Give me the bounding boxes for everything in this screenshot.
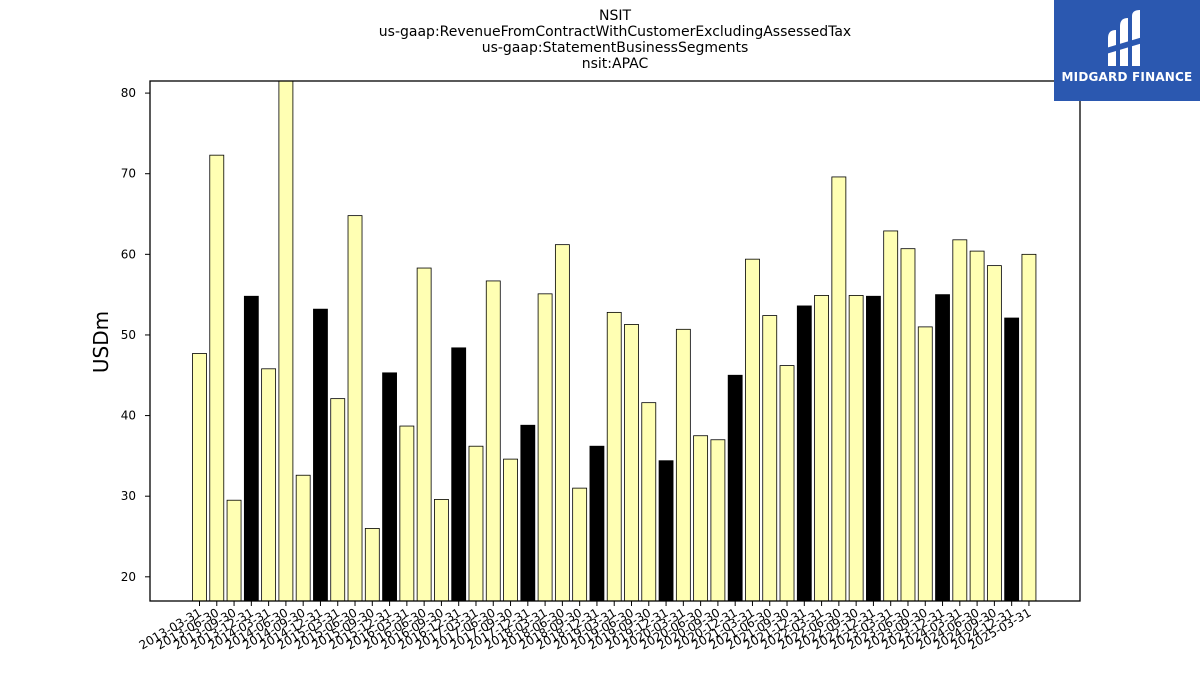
y-tick-label: 20	[121, 570, 136, 584]
bar-2021-06-30	[762, 315, 778, 601]
chart-title: NSIT us-gaap:RevenueFromContractWithCust…	[379, 8, 851, 72]
bar-2013-03-31	[192, 353, 207, 601]
y-axis-label: USDm	[89, 311, 113, 373]
bar-2021-09-30	[779, 365, 795, 601]
title-line-2: us-gaap:RevenueFromContractWithCustomerE…	[379, 24, 851, 40]
bar-2024-12-31	[1004, 317, 1020, 601]
title-line-4: nsit:APAC	[582, 56, 649, 72]
bar-2019-12-31	[658, 460, 674, 601]
bar-2019-06-30	[624, 324, 639, 601]
bar-2022-03-31	[814, 295, 829, 601]
bar-2023-06-30	[900, 248, 916, 601]
y-tick-label: 70	[121, 167, 136, 181]
bar-2014-03-31	[261, 368, 277, 601]
bar-2020-06-30	[693, 435, 709, 601]
bar-2013-09-30	[226, 499, 242, 601]
y-tick-label: 80	[121, 86, 136, 100]
bar-2020-03-31	[675, 328, 691, 601]
bar-2013-06-30	[209, 154, 225, 601]
bar-2023-03-31	[883, 230, 899, 601]
y-axis: 20 30 40 50 60 70 80	[121, 86, 150, 584]
bar-2014-12-31	[313, 308, 328, 601]
bar-2017-12-31	[520, 424, 536, 601]
bar-2021-12-31	[796, 305, 812, 601]
title-line-3: us-gaap:StatementBusinessSegments	[482, 40, 749, 56]
bar-2014-09-30	[295, 474, 311, 601]
bars-group	[192, 81, 1037, 601]
bar-2021-03-31	[745, 258, 760, 601]
bar-2023-12-31	[935, 294, 950, 601]
y-tick-label: 60	[121, 247, 136, 261]
bar-2015-09-30	[364, 528, 380, 601]
bar-2018-12-31	[589, 445, 605, 601]
plot-frame	[149, 80, 1081, 602]
bar-2019-03-31	[606, 311, 622, 601]
y-tick-label: 30	[121, 489, 136, 503]
bar-2014-06-30	[278, 81, 294, 601]
bar-2017-09-30	[503, 458, 518, 601]
midgard-finance-logo: MIDGARD FINANCE	[1054, 0, 1200, 101]
bar-2024-03-31	[952, 239, 968, 601]
title-line-1: NSIT	[599, 8, 631, 24]
bar-2016-06-30	[416, 267, 432, 601]
bar-2015-06-30	[347, 215, 363, 601]
bar-2016-09-30	[434, 499, 449, 601]
bar-2025-03-31	[1021, 253, 1037, 601]
bar-2022-09-30	[848, 295, 864, 601]
bar-2015-03-31	[330, 398, 346, 601]
bar-2017-06-30	[485, 280, 501, 601]
bar-2018-03-31	[537, 293, 553, 601]
bar-2018-06-30	[554, 244, 570, 601]
y-tick-label: 50	[121, 328, 136, 342]
y-tick-label: 40	[121, 409, 136, 423]
logo-text: MIDGARD FINANCE	[1061, 70, 1193, 84]
bar-2013-12-31	[243, 295, 259, 601]
bar-2022-12-31	[866, 295, 881, 601]
bar-2017-03-31	[468, 445, 484, 601]
midgard-logo-mark-icon	[1106, 10, 1146, 66]
bar-2019-09-30	[641, 402, 657, 601]
bar-2016-12-31	[451, 347, 467, 601]
bar-2018-09-30	[572, 487, 588, 601]
x-axis: 2013-03-312013-06-302013-09-302013-12-31…	[137, 601, 1033, 652]
bar-2016-03-31	[399, 425, 415, 601]
bar-2020-09-30	[710, 439, 726, 601]
bar-2023-09-30	[917, 326, 933, 601]
bar-2015-12-31	[382, 372, 397, 601]
bar-2020-12-31	[727, 374, 743, 601]
bar-2022-06-30	[831, 176, 847, 601]
bar-2024-09-30	[986, 265, 1002, 601]
bar-2024-06-30	[969, 250, 985, 601]
